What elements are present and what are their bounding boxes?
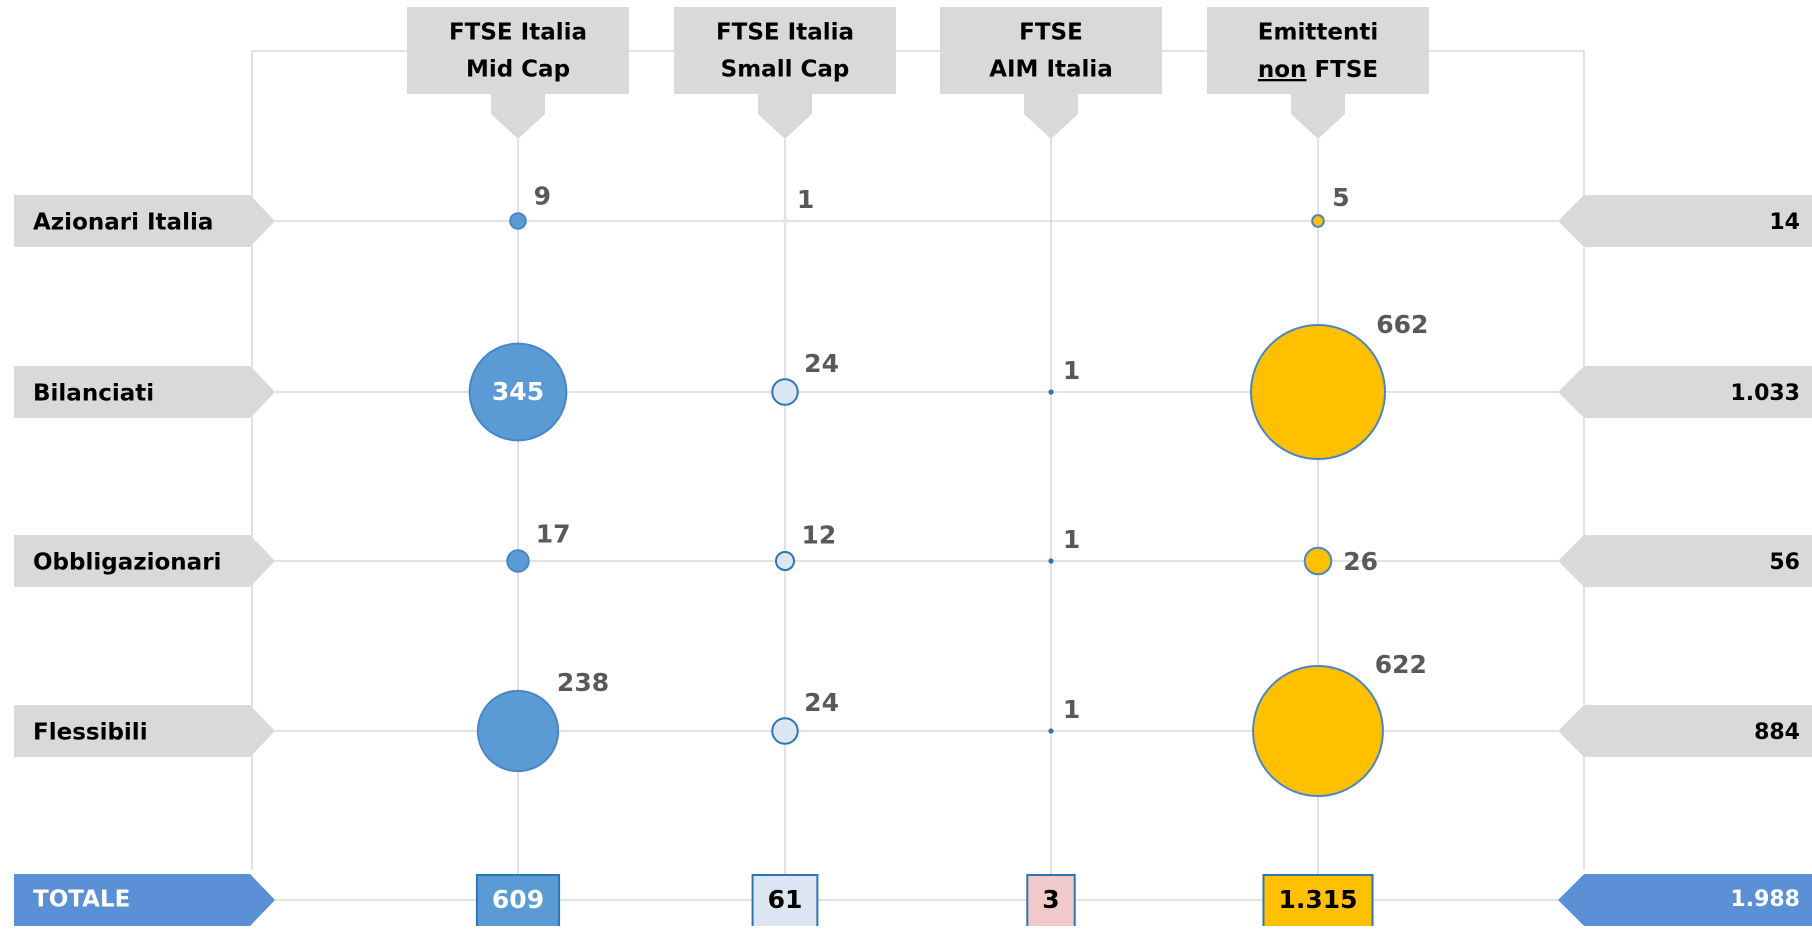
row-total-box bbox=[1558, 535, 1812, 587]
column-total-label: 61 bbox=[768, 885, 803, 914]
column-header-label: FTSE bbox=[1019, 20, 1083, 46]
bubble bbox=[506, 549, 530, 573]
column-header-box bbox=[407, 7, 629, 94]
bubble bbox=[1252, 665, 1384, 797]
row-label-box bbox=[14, 535, 275, 587]
row-label-box bbox=[14, 366, 275, 418]
row-total-box bbox=[1558, 366, 1812, 418]
column-header-pointer bbox=[758, 93, 812, 139]
column-header-segment: FTSE bbox=[1306, 57, 1378, 83]
row-label: Azionari Italia bbox=[33, 210, 213, 236]
row-label: Flessibili bbox=[33, 720, 148, 746]
bubble-label: 662 bbox=[1376, 310, 1428, 339]
column-header-label: AIM Italia bbox=[989, 57, 1113, 83]
row-total-label: 1.033 bbox=[1730, 381, 1800, 406]
bubble bbox=[509, 212, 527, 230]
column-total-label: 609 bbox=[492, 885, 544, 914]
bubble bbox=[468, 342, 568, 442]
bubble bbox=[1048, 558, 1054, 564]
column-total-label: 3 bbox=[1042, 885, 1059, 914]
column-header-box bbox=[940, 7, 1162, 94]
bubble bbox=[1250, 324, 1386, 460]
column-header-label: non FTSE bbox=[1258, 57, 1378, 83]
bubble-label: 9 bbox=[534, 181, 551, 210]
column-total-box bbox=[1262, 874, 1374, 928]
bubble bbox=[1048, 728, 1054, 734]
column-header-label: FTSE Italia bbox=[449, 20, 587, 46]
column-header-label: Mid Cap bbox=[466, 57, 570, 83]
bubble bbox=[476, 689, 560, 773]
grid-frame bbox=[251, 50, 1585, 870]
column-header-segment: non bbox=[1258, 57, 1307, 83]
bubble-label: 24 bbox=[804, 349, 839, 378]
column-header-pointer bbox=[1024, 93, 1078, 139]
row-label-box bbox=[14, 705, 275, 757]
bubble bbox=[1303, 546, 1333, 576]
bubble bbox=[1048, 389, 1054, 395]
row-total-label: 14 bbox=[1769, 210, 1800, 235]
bubble bbox=[774, 550, 796, 572]
column-header-label: Emittenti bbox=[1258, 20, 1378, 46]
row-total-box bbox=[1558, 705, 1812, 757]
row-total-box bbox=[1558, 195, 1812, 247]
bubble-label: 1 bbox=[1063, 356, 1080, 385]
bubble-label: 17 bbox=[536, 519, 571, 548]
bubble-label: 5 bbox=[1332, 183, 1349, 212]
bubble-label: 24 bbox=[804, 688, 839, 717]
column-header-pointer bbox=[1291, 93, 1345, 139]
column-total-label: 1.315 bbox=[1278, 885, 1357, 914]
bubble-label: 1 bbox=[1063, 525, 1080, 554]
grand-total-label: 1.988 bbox=[1730, 887, 1800, 912]
bubble-label: 622 bbox=[1375, 650, 1427, 679]
column-header-box bbox=[1207, 7, 1429, 94]
bubble bbox=[771, 717, 799, 745]
bubble-label: 26 bbox=[1343, 547, 1378, 576]
column-header-label: FTSE Italia bbox=[716, 20, 854, 46]
bubble bbox=[771, 378, 799, 406]
bubble-label: 1 bbox=[1063, 695, 1080, 724]
row-total-label: 884 bbox=[1754, 720, 1800, 745]
column-header-pointer bbox=[491, 93, 545, 139]
row-label: Bilanciati bbox=[33, 381, 154, 407]
bubble-label: 238 bbox=[557, 668, 609, 697]
row-label-box bbox=[14, 195, 275, 247]
bubble bbox=[782, 218, 788, 224]
row-total-label: 56 bbox=[1769, 550, 1800, 575]
total-label-box bbox=[14, 874, 275, 926]
column-header-box bbox=[674, 7, 896, 94]
total-label: TOTALE bbox=[33, 887, 130, 913]
bubble-label: 12 bbox=[801, 521, 836, 550]
bubble bbox=[1311, 214, 1325, 228]
bubble-label: 345 bbox=[492, 377, 544, 406]
bubble-label: 1 bbox=[797, 185, 814, 214]
column-header-label: Small Cap bbox=[721, 57, 850, 83]
grand-total-box bbox=[1558, 874, 1812, 926]
row-label: Obbligazionari bbox=[33, 550, 221, 576]
column-total-box bbox=[751, 874, 819, 928]
